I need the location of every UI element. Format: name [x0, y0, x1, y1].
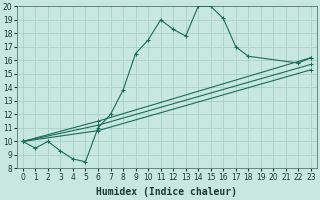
X-axis label: Humidex (Indice chaleur): Humidex (Indice chaleur): [96, 187, 237, 197]
